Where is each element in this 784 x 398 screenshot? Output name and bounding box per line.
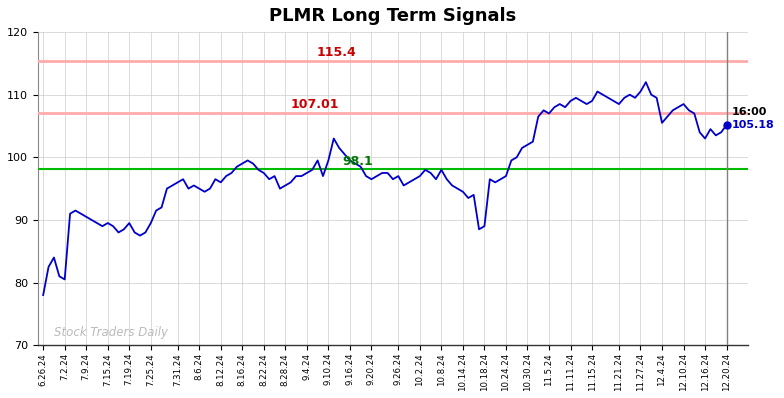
Text: 107.01: 107.01 [291,98,339,111]
Text: Stock Traders Daily: Stock Traders Daily [54,326,168,339]
Text: 115.4: 115.4 [316,46,356,59]
Text: 16:00: 16:00 [732,107,768,117]
Text: 105.18: 105.18 [732,120,775,130]
Title: PLMR Long Term Signals: PLMR Long Term Signals [270,7,517,25]
Text: 98.1: 98.1 [342,155,373,168]
